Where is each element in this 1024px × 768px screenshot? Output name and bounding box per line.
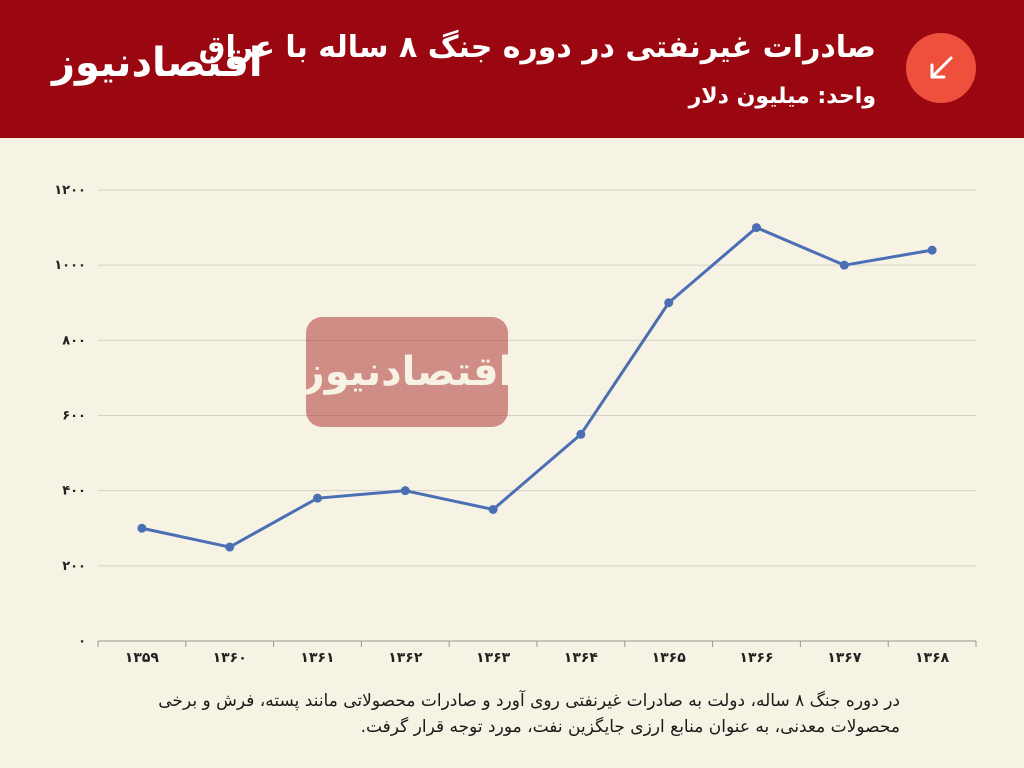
data-point (225, 542, 235, 552)
y-tick-label: ۱۰۰۰ (54, 258, 86, 273)
watermark-text: اقتصادنیوز (301, 349, 513, 395)
x-tick-label: ۱۳۶۶ (739, 650, 773, 666)
watermark: اقتصادنیوز (302, 317, 512, 427)
data-point (576, 429, 586, 439)
data-point (839, 260, 849, 270)
data-point (313, 493, 322, 503)
x-tick-label: ۱۳۶۰ (213, 650, 247, 666)
chart-title: صادرات غیرنفتی در دوره جنگ ۸ ساله با عرا… (198, 30, 876, 65)
x-tick-label: ۱۳۵۹ (125, 650, 160, 666)
line-chart: ۰ ۲۰۰ ۴۰۰ ۶۰۰ ۸۰۰ ۱۰۰۰ ۱۲۰۰ ۱۳۵۹ ۱۳۶۰ ۱۳۶۱ ۱۳۶۲ ۱۳۶… (54, 183, 977, 666)
chart-caption: در دوره جنگ ۸ ساله، دولت به صادرات غیرنف… (158, 691, 900, 737)
series-line (141, 226, 933, 549)
x-tick-label: ۱۳۶۵ (652, 650, 687, 666)
chart-subtitle: واحد: میلیون دلار (688, 84, 876, 109)
arrow-down-left-icon (906, 33, 976, 103)
data-point (137, 523, 147, 533)
y-tick-label: ۰ (78, 634, 86, 649)
x-tick-label: ۱۳۶۳ (476, 650, 511, 666)
y-tick-label: ۴۰۰ (62, 484, 86, 499)
x-tick-label: ۱۳۶۴ (564, 650, 599, 666)
x-tick-label: ۱۳۶۷ (827, 650, 862, 666)
x-tick-label: ۱۳۶۸ (915, 650, 950, 666)
x-tick-label: ۱۳۶۲ (388, 650, 423, 666)
y-tick-label: ۶۰۰ (62, 409, 86, 424)
data-point (664, 298, 674, 308)
header-banner: اقتصادنیوز صادرات غیرنفتی در دوره جنگ ۸ … (0, 0, 1024, 138)
y-tick-label: ۲۰۰ (62, 559, 86, 574)
y-tick-label: ۸۰۰ (62, 333, 86, 348)
data-point (400, 486, 410, 496)
y-tick-label: ۱۲۰۰ (54, 183, 86, 198)
brand-logo: اقتصادنیوز (52, 40, 264, 86)
chart-area: ۰ ۲۰۰ ۴۰۰ ۶۰۰ ۸۰۰ ۱۰۰۰ ۱۲۰۰ ۱۳۵۹ ۱۳۶۰ ۱۳۶۱ ۱۳۶۲ ۱۳۶… (0, 138, 1024, 688)
data-point (927, 245, 937, 255)
data-point (488, 504, 498, 514)
x-tick-label: ۱۳۶۱ (300, 650, 334, 666)
data-point (752, 223, 761, 233)
